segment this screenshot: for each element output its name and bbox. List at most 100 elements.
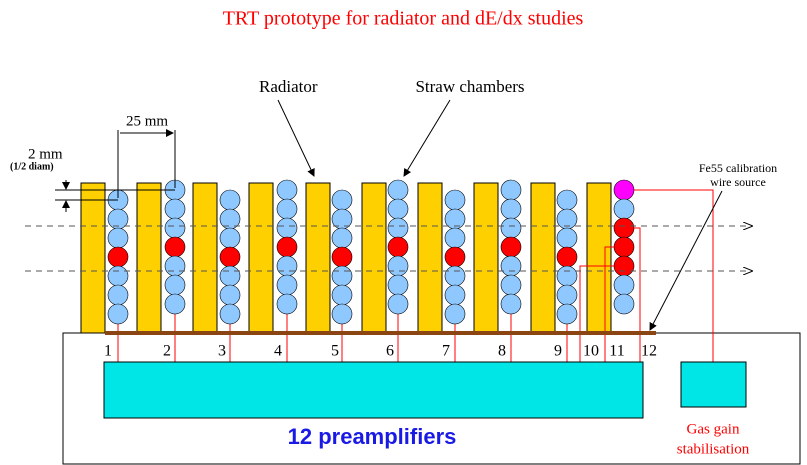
straw bbox=[164, 293, 186, 315]
straw-hit bbox=[387, 236, 409, 258]
straw bbox=[276, 217, 298, 239]
offset-label: 2 mm bbox=[28, 146, 63, 162]
straw bbox=[107, 265, 129, 287]
straw bbox=[387, 274, 409, 296]
straw bbox=[556, 265, 578, 287]
straw bbox=[219, 303, 241, 325]
straw bbox=[219, 284, 241, 306]
gas-label: stabilisation bbox=[677, 441, 750, 457]
wire bbox=[634, 189, 714, 362]
straw-hit bbox=[444, 246, 466, 268]
straw bbox=[164, 198, 186, 220]
straw bbox=[444, 303, 466, 325]
straw bbox=[613, 293, 635, 315]
straw bbox=[276, 293, 298, 315]
straw bbox=[164, 217, 186, 239]
gas-gain-box bbox=[680, 361, 747, 408]
radiator bbox=[80, 182, 106, 334]
channel-number: 4 bbox=[274, 343, 282, 360]
offset-note: (1/2 diam) bbox=[10, 161, 54, 172]
radiator bbox=[530, 182, 556, 334]
straw bbox=[107, 284, 129, 306]
radiator bbox=[417, 182, 443, 334]
source-label: Fe55 calibration bbox=[699, 161, 777, 175]
straw bbox=[500, 198, 522, 220]
radiator bbox=[473, 182, 499, 334]
radiator bbox=[192, 182, 218, 334]
straw bbox=[556, 303, 578, 325]
straw bbox=[219, 227, 241, 249]
channel-number: 2 bbox=[163, 343, 171, 360]
straw bbox=[276, 274, 298, 296]
straw bbox=[219, 189, 241, 211]
straw bbox=[331, 227, 353, 249]
channel-number: 7 bbox=[442, 343, 450, 360]
source-label: wire source bbox=[710, 175, 766, 189]
straw bbox=[276, 255, 298, 277]
channel-number: 10 bbox=[583, 343, 599, 360]
straw-hit bbox=[219, 246, 241, 268]
straw-hit bbox=[164, 236, 186, 258]
straw bbox=[500, 179, 522, 201]
straw bbox=[387, 255, 409, 277]
radiator-label: Radiator bbox=[259, 77, 318, 96]
straw-hit bbox=[107, 246, 129, 268]
radiator bbox=[305, 182, 331, 334]
wire bbox=[604, 246, 614, 362]
gas-label: Gas gain bbox=[687, 421, 740, 437]
straw-hit bbox=[331, 246, 353, 268]
channel-number: 12 bbox=[641, 343, 657, 360]
arrow bbox=[403, 99, 451, 177]
channel-number: 9 bbox=[554, 343, 562, 360]
straw bbox=[219, 265, 241, 287]
straw bbox=[613, 198, 635, 220]
channel-number: 1 bbox=[104, 343, 112, 360]
straw bbox=[387, 217, 409, 239]
straw bbox=[331, 284, 353, 306]
preamp-box bbox=[103, 361, 644, 419]
pitch-label: 25 mm bbox=[126, 113, 168, 129]
straw-hit bbox=[556, 246, 578, 268]
straw bbox=[500, 274, 522, 296]
title: TRT prototype for radiator and dE/dx stu… bbox=[223, 8, 584, 30]
straw bbox=[444, 265, 466, 287]
channel-number: 5 bbox=[331, 343, 339, 360]
radiator bbox=[248, 182, 274, 334]
straw-hit bbox=[613, 217, 635, 239]
straw bbox=[107, 227, 129, 249]
straw bbox=[556, 227, 578, 249]
straw bbox=[500, 217, 522, 239]
straw-label: Straw chambers bbox=[415, 77, 524, 96]
straw bbox=[276, 198, 298, 220]
straw bbox=[276, 179, 298, 201]
straw-hit bbox=[613, 255, 635, 277]
calibration-straw bbox=[613, 179, 635, 201]
straw bbox=[500, 255, 522, 277]
straw bbox=[556, 284, 578, 306]
straw bbox=[387, 293, 409, 315]
channel-number: 3 bbox=[218, 343, 226, 360]
wire bbox=[579, 265, 614, 362]
straw bbox=[387, 179, 409, 201]
straw-hit bbox=[613, 236, 635, 258]
straw bbox=[444, 227, 466, 249]
channel-number: 6 bbox=[386, 343, 394, 360]
channel-number: 8 bbox=[498, 343, 506, 360]
straw bbox=[556, 189, 578, 211]
preamp-label: 12 preamplifiers bbox=[288, 424, 457, 449]
straw bbox=[331, 303, 353, 325]
straw bbox=[500, 293, 522, 315]
straw bbox=[164, 274, 186, 296]
arrow bbox=[649, 190, 723, 331]
straw bbox=[107, 303, 129, 325]
straw bbox=[331, 265, 353, 287]
straw bbox=[444, 284, 466, 306]
straw bbox=[444, 189, 466, 211]
straw-hit bbox=[500, 236, 522, 258]
straw bbox=[613, 274, 635, 296]
wire bbox=[634, 227, 641, 362]
straw bbox=[387, 198, 409, 220]
channel-number: 11 bbox=[609, 343, 624, 360]
radiator bbox=[361, 182, 387, 334]
